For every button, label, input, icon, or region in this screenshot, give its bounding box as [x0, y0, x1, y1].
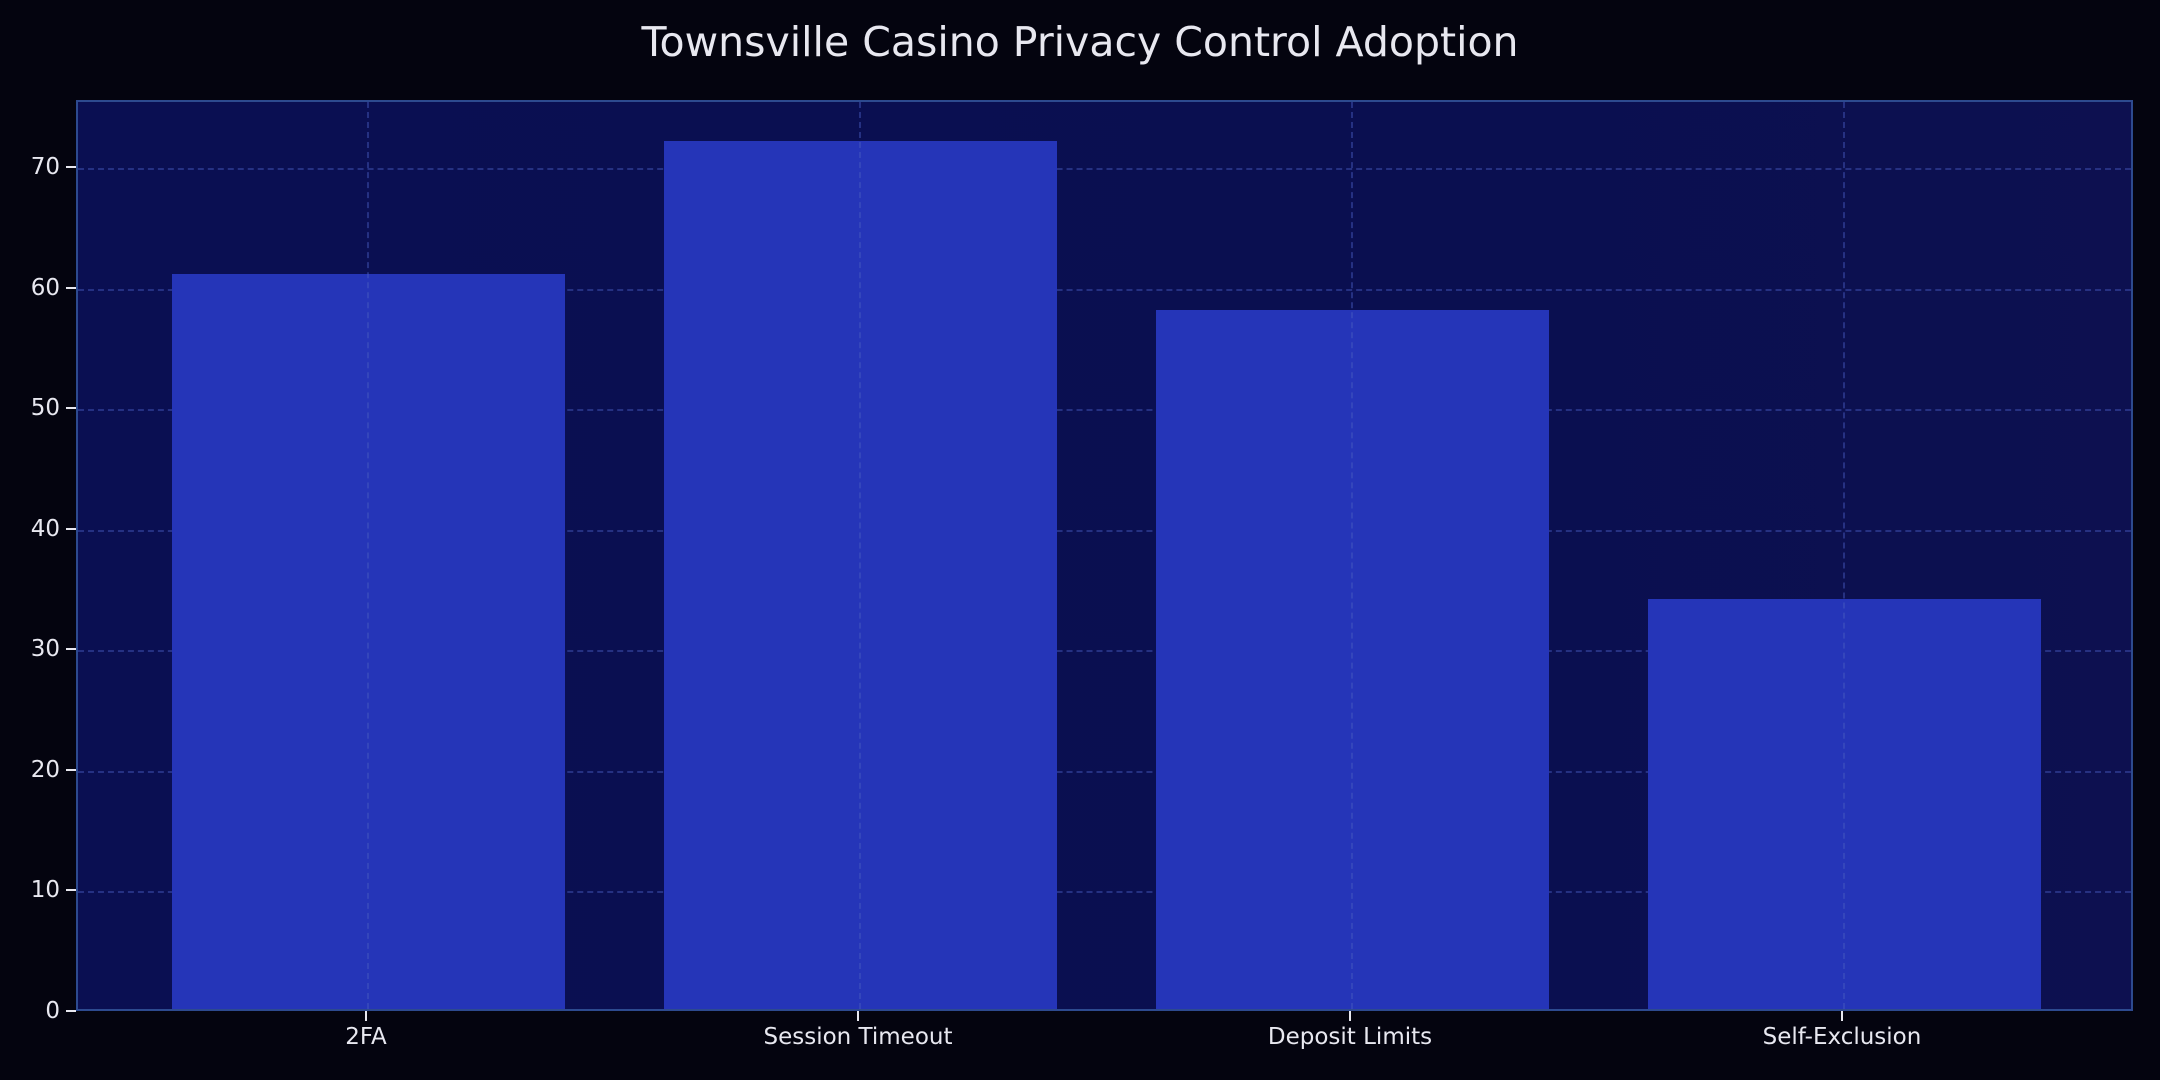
gridline-horizontal [78, 529, 2131, 532]
gridline-vertical [1351, 102, 1353, 1009]
chart-title: Townsville Casino Privacy Control Adopti… [641, 18, 1519, 66]
gridline-horizontal [78, 650, 2131, 653]
x-tick-label: Deposit Limits [1267, 1024, 1433, 1050]
bar-2fa [171, 273, 565, 1009]
bar-self-exclusion [1647, 599, 2041, 1009]
y-tick-label: 50 [30, 395, 60, 422]
y-tick-label: 70 [30, 154, 60, 181]
y-tick-mark [66, 1010, 76, 1012]
y-tick-mark [66, 286, 76, 289]
y-tick-mark [66, 407, 76, 410]
y-tick-label: 30 [30, 636, 60, 663]
gridline-vertical [859, 102, 861, 1009]
x-tick-mark [1349, 1011, 1351, 1021]
plot-area [76, 100, 2133, 1011]
gridline-horizontal [78, 288, 2131, 291]
y-tick-mark [66, 768, 76, 771]
y-tick-label: 40 [30, 515, 60, 542]
gridline-horizontal [78, 168, 2131, 171]
gridline-horizontal [78, 891, 2131, 894]
x-tick-label: 2FA [345, 1024, 387, 1050]
gridline-vertical [367, 102, 369, 1009]
x-tick-label: Self-Exclusion [1762, 1024, 1922, 1050]
gridline-vertical [1843, 102, 1845, 1009]
gridline-horizontal [78, 770, 2131, 773]
y-tick-mark [66, 527, 76, 530]
y-tick-label: 60 [30, 274, 60, 301]
y-tick-mark [66, 889, 76, 892]
x-tick-label: Session Timeout [763, 1024, 953, 1050]
y-tick-mark [66, 648, 76, 651]
gridline-horizontal [78, 409, 2131, 412]
x-tick-mark [1841, 1011, 1843, 1021]
bar-deposit-limits [1155, 310, 1549, 1009]
x-tick-mark [365, 1011, 367, 1021]
y-tick-label: 10 [30, 877, 60, 904]
y-tick-label: 20 [30, 756, 60, 783]
bar-session-timeout [663, 141, 1057, 1009]
y-tick-mark [66, 166, 76, 169]
x-tick-mark [857, 1011, 859, 1021]
y-tick-label: 0 [45, 998, 60, 1024]
